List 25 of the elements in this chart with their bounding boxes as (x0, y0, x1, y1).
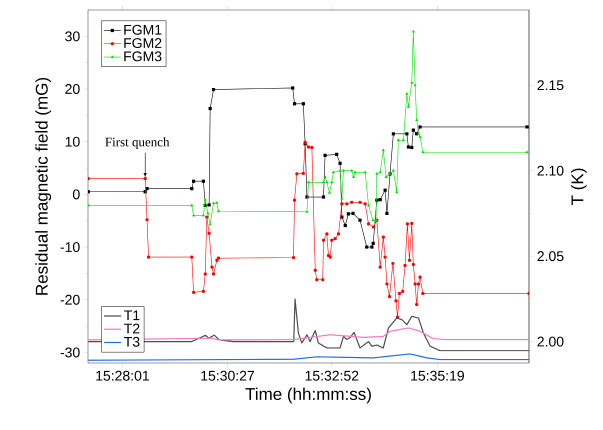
y-tick-label: 0 (72, 189, 80, 200)
y-tick-label: 20 (65, 84, 80, 94)
x-tick-label: 15:32:52 (306, 370, 358, 381)
y2-tick-label: 2.00 (538, 336, 564, 347)
legend-label: FGM3 (124, 51, 162, 62)
y-axis-title: Residual magnetic field (mG) (35, 78, 52, 295)
x-tick-label: 15:30:27 (201, 370, 254, 381)
y2-tick-label: 2.10 (538, 166, 564, 176)
y-tick-label: 10 (66, 136, 80, 147)
y2-tick-label: 2.05 (538, 251, 564, 262)
annotation: First quench (105, 137, 170, 150)
x-tick-label: 15:35:19 (411, 370, 464, 381)
y-tick-label: 30 (65, 31, 80, 42)
y2-axis-title: T (K) (570, 168, 587, 205)
y-tick-label: -20 (60, 294, 80, 305)
legend-label: FGM2 (124, 38, 162, 48)
y-tick-label: -10 (60, 242, 80, 252)
legend-label: T2 (124, 324, 140, 334)
legend-label: FGM1 (124, 24, 162, 35)
x-tick-label: 15:28:01 (96, 370, 149, 381)
x-axis-title: Time (hh:mm:ss) (245, 388, 371, 404)
y2-tick-label: 2.15 (538, 80, 564, 90)
legend-label: T1 (124, 310, 140, 320)
legend-label: T3 (124, 336, 140, 347)
y-tick-label: -30 (60, 347, 80, 358)
